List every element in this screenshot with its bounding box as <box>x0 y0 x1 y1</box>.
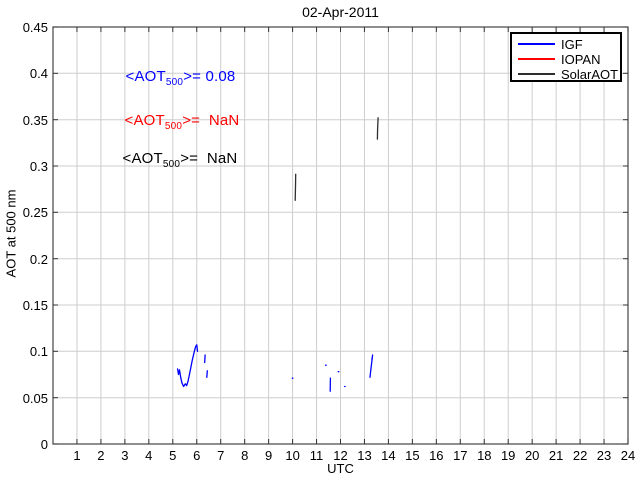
annotation-text: <AOT <box>125 68 166 85</box>
x-tick-label: 7 <box>217 448 225 463</box>
legend-item-label: IOPAN <box>561 51 601 67</box>
legend: IGF IOPAN SolarAOT <box>510 32 622 82</box>
annotation-subscript: 500 <box>164 121 183 132</box>
y-tick-label: 0 <box>40 437 48 452</box>
x-axis-label: UTC <box>327 461 354 476</box>
y-tick-label: 0.35 <box>22 112 48 128</box>
annotation-value: >= NaN <box>180 150 238 167</box>
mean-annotation-igf: <AOT500>= 0.08 <box>108 51 235 105</box>
x-tick-label: 11 <box>309 448 324 463</box>
annotation-subscript: 500 <box>165 77 184 88</box>
x-tick-label: 18 <box>477 448 492 463</box>
x-tick-label: 23 <box>596 448 612 463</box>
y-tick-label: 0.2 <box>29 251 48 267</box>
x-tick-label: 8 <box>241 448 249 463</box>
x-tick-label: 12 <box>333 448 348 463</box>
y-tick-label: 0.4 <box>29 66 48 82</box>
legend-line-sample-iopan <box>518 58 555 60</box>
x-tick-label: 6 <box>193 448 201 463</box>
x-tick-label: 17 <box>453 448 468 463</box>
legend-item-solaraot: SolarAOT <box>512 66 620 82</box>
legend-item-label: IGF <box>561 36 583 52</box>
mean-annotation-solaraot: <AOT500>= NaN <box>105 133 237 187</box>
x-tick-label: 10 <box>285 448 300 463</box>
x-tick-label: 2 <box>97 448 105 463</box>
y-tick-label: 0.25 <box>22 205 48 221</box>
x-tick-label: 16 <box>429 448 444 463</box>
y-tick-label: 0.1 <box>29 344 48 360</box>
x-tick-label: 19 <box>500 448 516 463</box>
x-tick-label: 9 <box>264 448 273 463</box>
y-axis-label: AOT at 500 nm <box>3 189 19 278</box>
legend-item-igf: IGF <box>512 36 620 52</box>
y-tick-label: 0.45 <box>22 20 48 35</box>
annotation-value: >= 0.08 <box>183 68 236 85</box>
y-tick-label: 0.3 <box>29 159 48 174</box>
x-tick-label: 3 <box>121 448 129 463</box>
y-tick-label: 0.05 <box>22 390 48 406</box>
x-tick-label: 24 <box>620 448 636 463</box>
x-tick-label: 14 <box>381 448 396 463</box>
y-tick-label: 0.15 <box>22 298 48 313</box>
chart-title: 02-Apr-2011 <box>302 4 379 20</box>
legend-item-iopan: IOPAN <box>512 51 620 67</box>
mean-annotation-iopan: <AOT500>= NaN <box>107 95 239 149</box>
annotation-text: <AOT <box>124 112 165 129</box>
annotation-value: >= NaN <box>182 112 240 129</box>
x-tick-label: 15 <box>405 448 420 463</box>
x-tick-label: 21 <box>548 448 564 463</box>
x-tick-label: 1 <box>73 448 81 463</box>
legend-line-sample-solaraot <box>518 73 555 75</box>
annotation-subscript: 500 <box>162 159 181 170</box>
x-tick-label: 13 <box>357 448 372 463</box>
legend-line-sample-igf <box>518 43 555 45</box>
x-tick-label: 20 <box>524 448 540 463</box>
x-tick-label: 22 <box>572 448 588 463</box>
x-tick-label: 4 <box>145 448 153 463</box>
annotation-text: <AOT <box>122 150 163 167</box>
x-tick-label: 5 <box>169 448 177 463</box>
legend-item-label: SolarAOT <box>561 66 619 82</box>
